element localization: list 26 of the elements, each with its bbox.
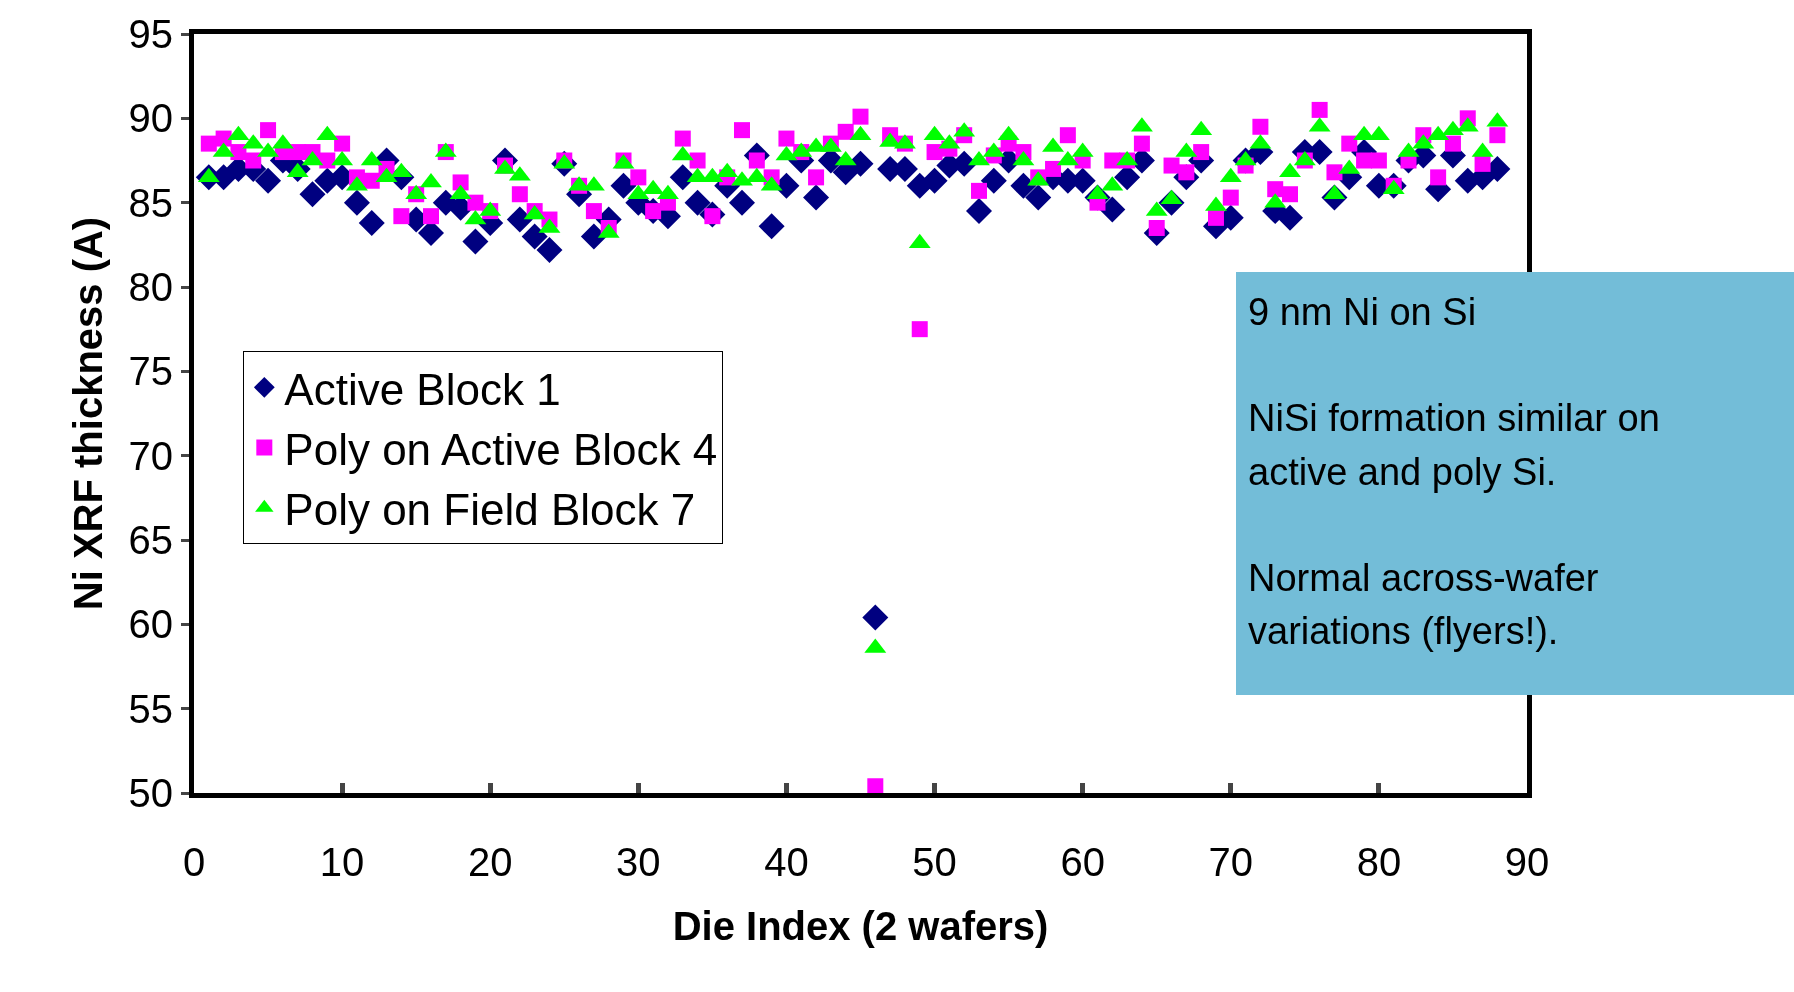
legend-label: Poly on Active Block 4 [284, 424, 718, 474]
legend-label: Poly on Field Block 7 [284, 484, 696, 534]
y-tick-label: 50 [128, 771, 173, 815]
x-tick-label: 50 [912, 840, 957, 884]
y-tick-label: 80 [128, 265, 173, 309]
x-tick-label: 90 [1504, 840, 1550, 884]
y-tick-label: 70 [128, 433, 173, 478]
y-tick-label: 85 [128, 180, 173, 225]
legend-label: Active Block 1 [284, 364, 561, 414]
y-tick-label: 95 [128, 12, 173, 56]
y-tick-label: 55 [128, 686, 173, 731]
x-tick-label: 40 [764, 840, 809, 884]
x-tick-label: 70 [1208, 840, 1254, 884]
x-tick-label: 10 [319, 840, 365, 884]
x-tick-label: 30 [616, 840, 661, 884]
x-tick-label: 80 [1356, 840, 1402, 884]
y-tick-label: 60 [128, 602, 173, 647]
text: 9 nm Ni on Si NiSi formation similar on active and poly Si. Normal across-wafer variations (flyers!). [1248, 291, 1660, 653]
x-axis-title: Die Index (2 wafers) [672, 903, 1049, 948]
y-tick-label: 75 [128, 349, 173, 394]
x-tick-label: 60 [1060, 840, 1105, 884]
y-axis-title: Ni XRF thickness (A) [66, 216, 110, 611]
y-tick-label: 90 [128, 96, 173, 141]
x-tick-label: 0 [182, 840, 206, 884]
y-tick-label: 65 [128, 518, 173, 562]
x-tick-label: 20 [467, 840, 513, 884]
